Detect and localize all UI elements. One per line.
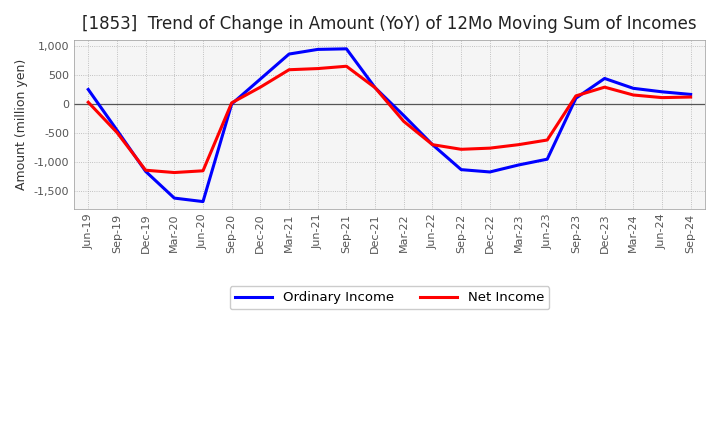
- Ordinary Income: [228, 101, 236, 106]
- Net Income: [572, 93, 580, 99]
- Net Income: [84, 99, 93, 105]
- Ordinary Income: [428, 142, 437, 147]
- Ordinary Income: [256, 77, 265, 82]
- Ordinary Income: [686, 92, 695, 97]
- Net Income: [228, 100, 236, 106]
- Ordinary Income: [84, 87, 93, 92]
- Y-axis label: Amount (million yen): Amount (million yen): [15, 59, 28, 190]
- Title: [1853]  Trend of Change in Amount (YoY) of 12Mo Moving Sum of Incomes: [1853] Trend of Change in Amount (YoY) o…: [82, 15, 697, 33]
- Net Income: [600, 84, 609, 90]
- Net Income: [170, 170, 179, 175]
- Ordinary Income: [313, 47, 322, 52]
- Ordinary Income: [371, 85, 379, 90]
- Net Income: [313, 66, 322, 71]
- Net Income: [485, 146, 494, 151]
- Net Income: [342, 64, 351, 69]
- Ordinary Income: [572, 95, 580, 101]
- Line: Ordinary Income: Ordinary Income: [89, 49, 690, 202]
- Ordinary Income: [657, 89, 666, 95]
- Net Income: [428, 142, 437, 147]
- Ordinary Income: [342, 46, 351, 51]
- Net Income: [112, 130, 121, 135]
- Ordinary Income: [543, 157, 552, 162]
- Ordinary Income: [514, 162, 523, 168]
- Ordinary Income: [141, 169, 150, 174]
- Ordinary Income: [600, 76, 609, 81]
- Net Income: [284, 67, 293, 72]
- Ordinary Income: [284, 51, 293, 57]
- Legend: Ordinary Income, Net Income: Ordinary Income, Net Income: [230, 286, 549, 309]
- Net Income: [141, 168, 150, 173]
- Net Income: [400, 119, 408, 124]
- Ordinary Income: [112, 128, 121, 133]
- Line: Net Income: Net Income: [89, 66, 690, 172]
- Net Income: [457, 147, 466, 152]
- Ordinary Income: [199, 199, 207, 204]
- Net Income: [371, 85, 379, 90]
- Ordinary Income: [485, 169, 494, 175]
- Ordinary Income: [629, 86, 638, 91]
- Net Income: [199, 168, 207, 173]
- Net Income: [514, 142, 523, 147]
- Ordinary Income: [170, 195, 179, 201]
- Net Income: [543, 137, 552, 143]
- Net Income: [657, 95, 666, 100]
- Net Income: [256, 84, 265, 90]
- Ordinary Income: [400, 113, 408, 118]
- Ordinary Income: [457, 167, 466, 172]
- Net Income: [686, 95, 695, 100]
- Net Income: [629, 92, 638, 98]
